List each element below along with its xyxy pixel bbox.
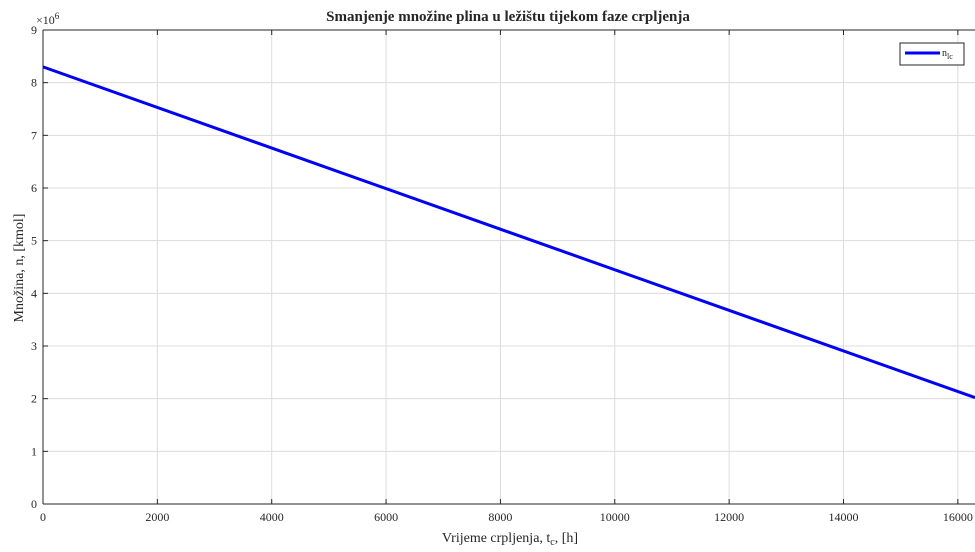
y-tick-label: 4 [31,286,37,300]
x-tick-label: 14000 [828,510,858,524]
x-tick-label: 2000 [145,510,169,524]
legend: nlc [899,42,965,66]
x-tick-label: 12000 [714,510,744,524]
series-line [42,65,975,400]
y-axis-multiplier: ×106 [36,11,60,27]
x-tick-label: 4000 [260,510,284,524]
y-tick-label: 7 [31,128,37,142]
y-tick-label: 5 [31,234,37,248]
y-tick-label: 6 [31,181,37,195]
y-tick-label: 1 [31,444,37,458]
y-axis-label: Množina, n, [kmol] [12,214,27,323]
y-tick-label: 3 [31,339,37,353]
y-tick-label: 0 [31,497,37,511]
y-tick-label: 2 [31,392,37,406]
series-layer [42,65,975,400]
x-tick-label: 8000 [488,510,512,524]
chart-title: Smanjenje množine plina u ležištu tijeko… [326,9,690,25]
x-tick-label: 6000 [374,510,398,524]
grid-layer [43,29,975,504]
x-axis-label: Vrijeme crpljenja, tc, [h] [442,531,578,547]
axes-layer [42,29,975,505]
y-tick-label: 9 [31,23,37,37]
x-tick-label: 16000 [943,510,973,524]
x-tick-label: 10000 [600,510,630,524]
x-tick-label: 0 [40,510,46,524]
legend-entry-label: nlc [942,48,953,61]
ticks-layer: 0 2000 4000 6000 8000 10000 12000 14000 16000 0 1 2… [31,23,973,524]
y-tick-label: 8 [31,76,37,90]
